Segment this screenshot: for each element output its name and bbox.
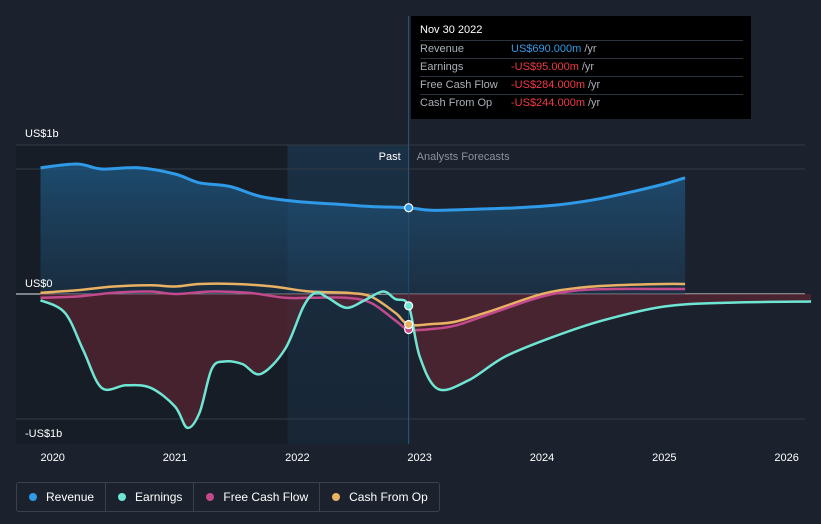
tooltip-date: Nov 30 2022 [420,24,483,36]
x-tick-label: 2025 [652,452,676,464]
legend-label: Cash From Op [349,490,428,504]
free-cash-flow-line [40,287,686,332]
x-tick-label: 2021 [163,452,187,464]
legend-item-cash-from-op[interactable]: Cash From Op [320,483,439,511]
tooltip-row-cash-from-op: Cash From Op -US$244.000m /yr [420,94,743,112]
tooltip-value: US$690.000m [511,43,582,55]
legend-dot-icon [332,493,341,501]
legend-item-revenue[interactable]: Revenue [17,483,107,511]
revenue-line [40,162,686,212]
tooltip-unit: /yr [584,43,597,55]
tooltip-unit: /yr [588,79,601,91]
earnings-area [40,291,812,428]
earnings-marker [404,301,414,311]
y-tick-label: -US$1b [25,428,62,440]
legend-item-earnings[interactable]: Earnings [106,483,195,511]
tooltip-row-earnings: Earnings -US$95.000m /yr [420,58,743,76]
x-tick-label: 2020 [40,452,64,464]
past-label: Past [379,151,401,163]
x-tick-label: 2026 [774,452,798,464]
revenue-marker [404,203,414,213]
tooltip: Nov 30 2022 Revenue US$690.000m /yr Earn… [411,16,751,119]
legend-dot-icon [118,493,127,501]
legend-dot-icon [206,493,215,501]
tooltip-value: -US$244.000m [511,97,585,109]
y-tick-label: US$1b [25,128,59,140]
tooltip-value: -US$95.000m [511,61,579,73]
x-tick-label: 2022 [285,452,309,464]
tooltip-row-revenue: Revenue US$690.000m /yr [420,40,743,58]
tooltip-label: Free Cash Flow [420,79,498,91]
tooltip-label: Earnings [420,61,464,73]
tooltip-value: -US$284.000m [511,79,585,91]
revenue-area [40,163,686,294]
x-tick-label: 2023 [407,452,431,464]
cash-from-op-marker [404,319,414,330]
tooltip-label: Revenue [420,43,465,55]
chart-legend: Revenue Earnings Free Cash Flow Cash Fro… [16,482,440,512]
legend-label: Revenue [46,490,95,504]
legend-item-free-cash-flow[interactable]: Free Cash Flow [194,483,321,511]
x-tick-label: 2024 [530,452,554,464]
forecast-label: Analysts Forecasts [417,151,510,163]
tooltip-unit: /yr [588,97,601,109]
tooltip-label: Cash From Op [420,97,493,109]
earnings-line [39,290,812,430]
y-tick-label: US$0 [25,278,53,290]
legend-dot-icon [29,493,37,501]
legend-label: Earnings [135,490,183,504]
legend-label: Free Cash Flow [223,490,309,504]
tooltip-unit: /yr [581,61,595,73]
tooltip-row-free-cash-flow: Free Cash Flow -US$284.000m /yr [420,76,743,94]
